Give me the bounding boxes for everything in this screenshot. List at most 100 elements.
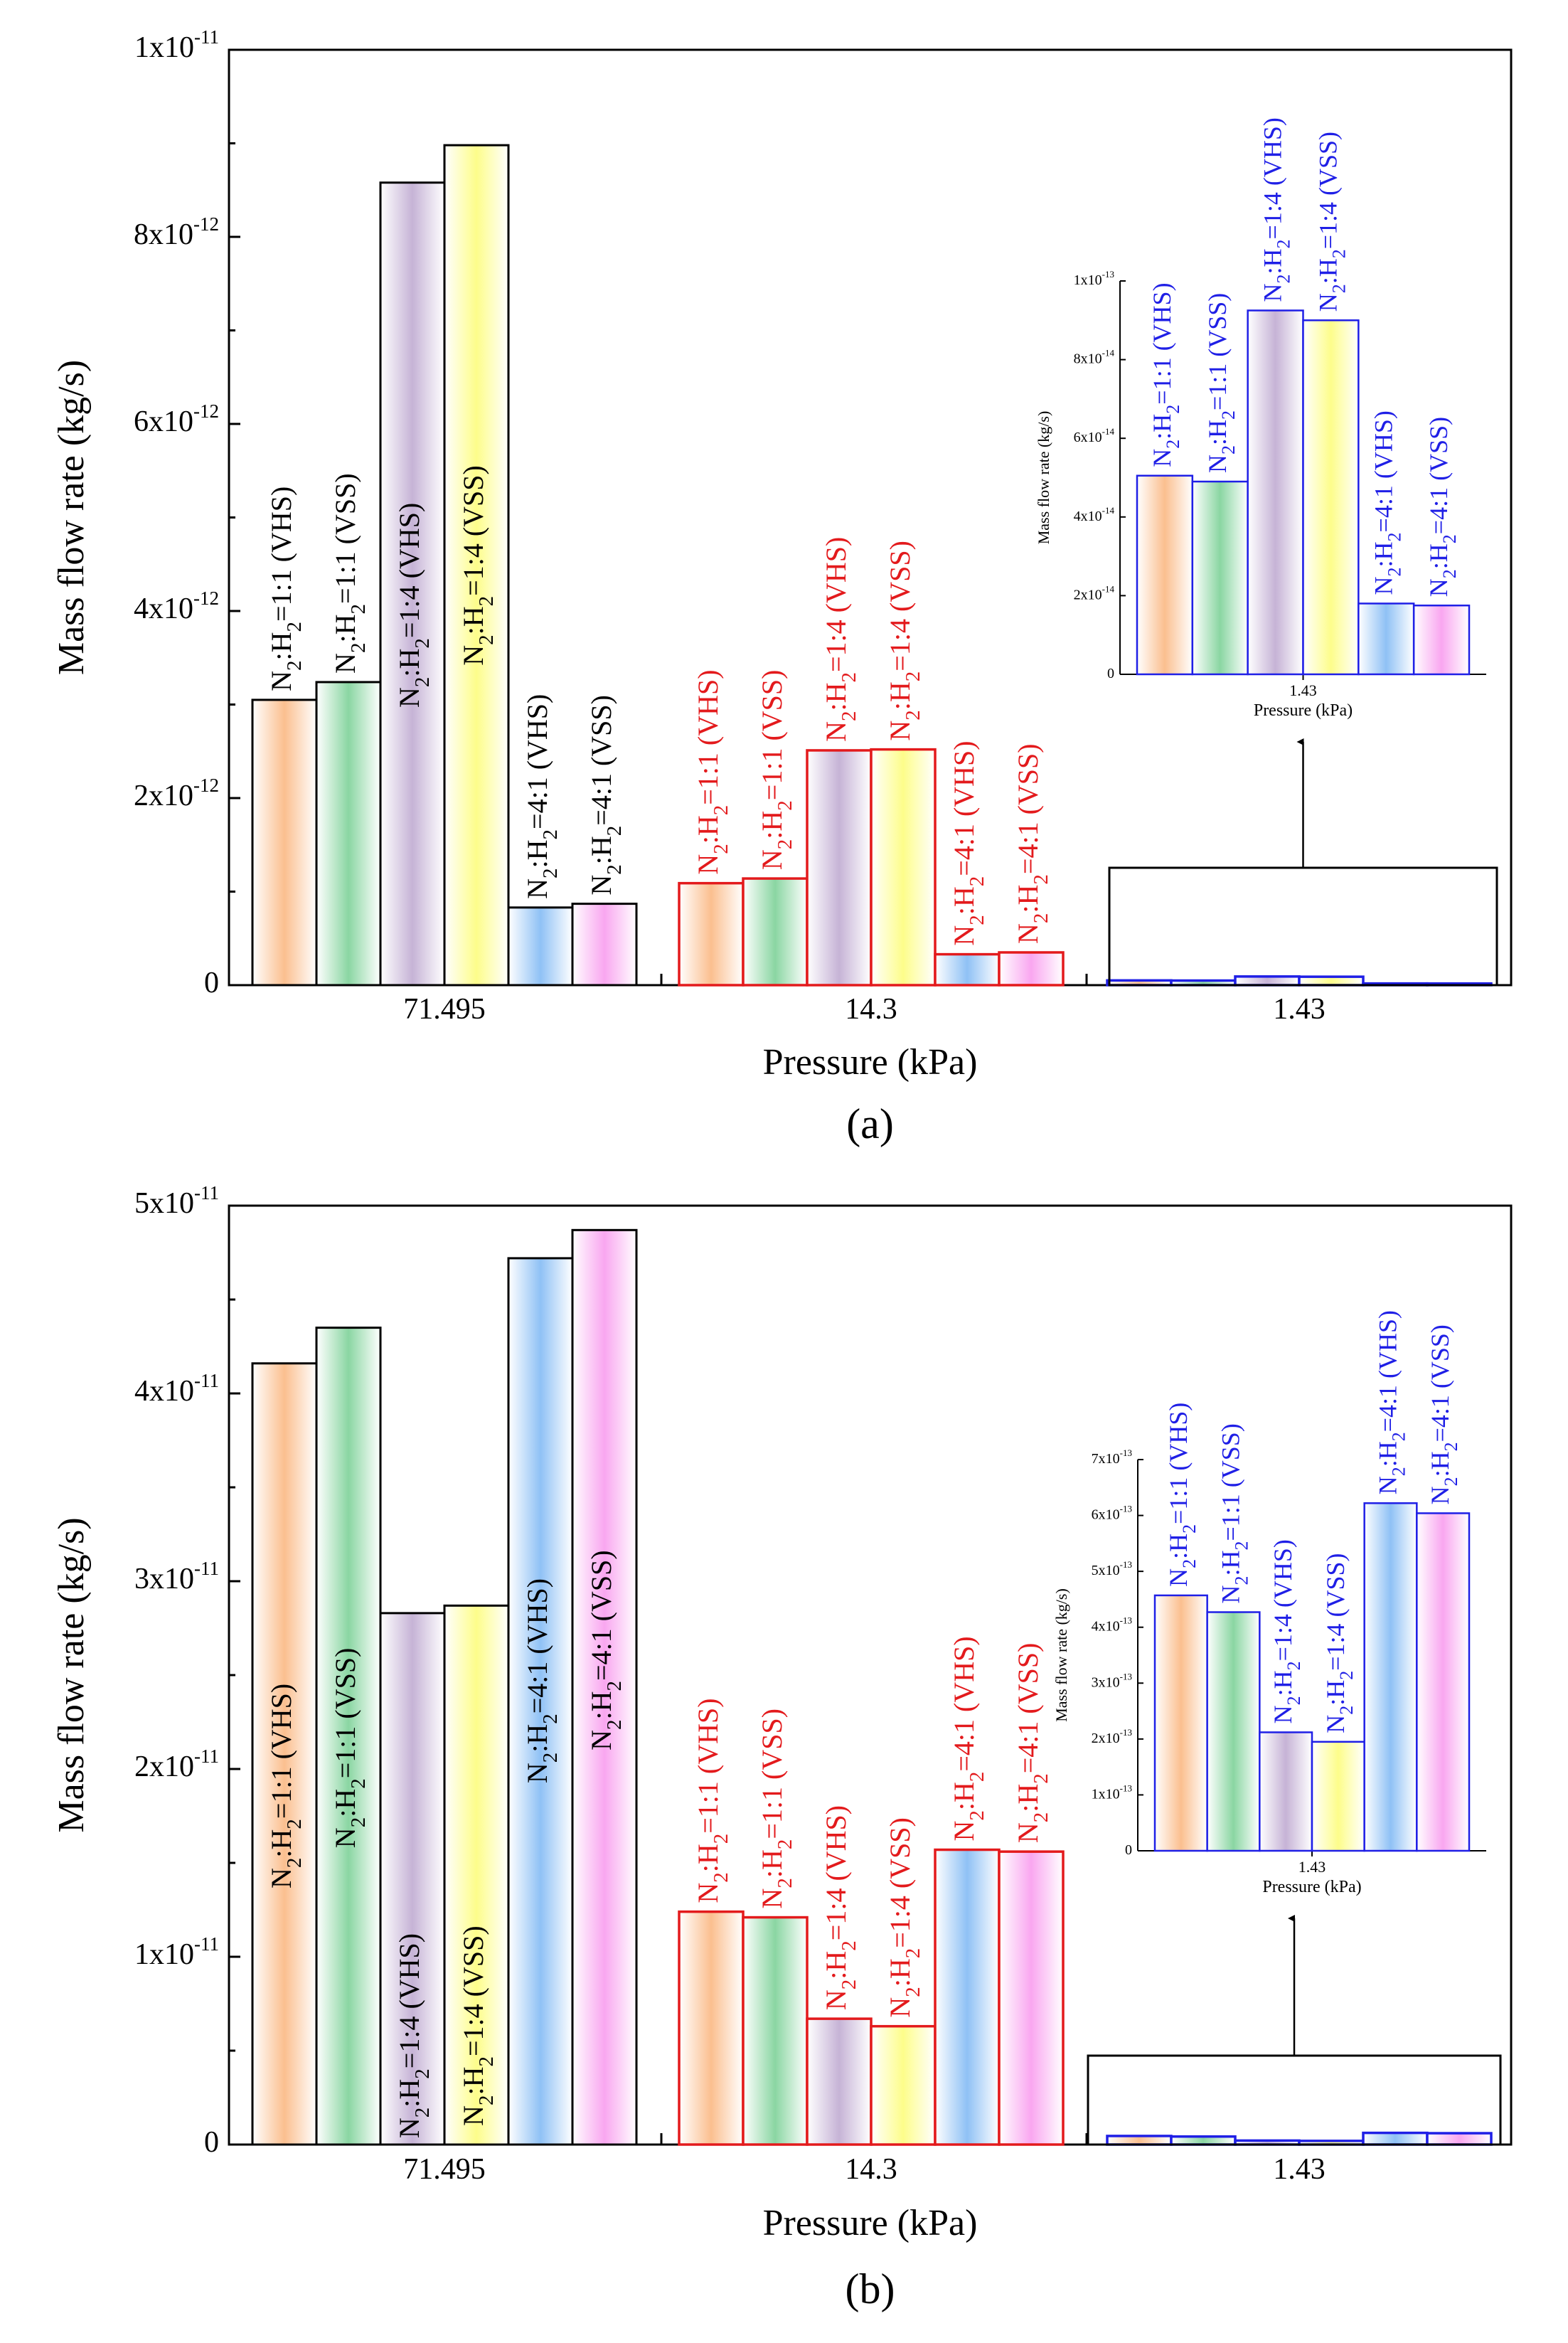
inset-y-axis-label: Mass flow rate (kg/s)	[1035, 411, 1052, 545]
group-14.3: N2:H2=1:1 (VHS) N2:H2=1:1 (VSS) N2:H2=1:4 …	[678, 1636, 1065, 2186]
bar	[315, 681, 382, 987]
bar-label: N2:H2=1:1 (VHS)	[265, 487, 305, 691]
inset-bar-label: N2:H2=1:1 (VHS)	[1164, 1403, 1200, 1587]
bar	[379, 1612, 446, 2146]
inset-y-tick-label: 0	[1107, 666, 1114, 681]
inset-y-tick-label: 3x10-13	[1092, 1672, 1132, 1690]
x-tick-label: 1.43	[1273, 993, 1326, 1026]
bar	[678, 881, 745, 987]
inset-bar	[1259, 1731, 1313, 1852]
x-tick-label: 14.3	[845, 2153, 897, 2186]
inset-y-tick-label: 6x10-13	[1092, 1504, 1132, 1522]
bar-label: N2:H2=1:4 (VSS)	[884, 1817, 924, 2018]
inset-y-tick-label: 6x10-14	[1074, 427, 1115, 445]
inset-y-axis-label: Mass flow rate (kg/s)	[1052, 1588, 1070, 1722]
panel-a: 0 2x10-12 4x10-12 6x10-12 8x10-12 1x10-11 Mass…	[51, 26, 1513, 1147]
bar	[1362, 2131, 1429, 2146]
y-tick-label: 2x10-12	[134, 775, 219, 812]
inset-bar-label: N2:H2=4:1 (VSS)	[1426, 1324, 1461, 1504]
y-tick-label: 5x10-11	[134, 1182, 219, 1219]
inset-bar-label: N2:H2=4:1 (VHS)	[1374, 1310, 1409, 1494]
zoom-box	[1108, 866, 1498, 987]
x-axis-label: Pressure (kPa)	[763, 1042, 978, 1083]
inset-bar-label: N2:H2=1:4 (VHS)	[1259, 117, 1294, 302]
y-tick-label: 4x10-11	[134, 1370, 219, 1407]
inset-bar-label: N2:H2=1:1 (VSS)	[1217, 1423, 1252, 1603]
inset: 0 1x10-13 2x10-13 3x10-13 4x10-13 5x10-13 6x10…	[1052, 1310, 1486, 1896]
bar	[443, 1604, 510, 2146]
inset-y-tick-label: 7x10-13	[1092, 1447, 1132, 1466]
bar-label: N2:H2=4:1 (VSS)	[1012, 743, 1052, 944]
bar	[806, 2017, 873, 2146]
bar	[1106, 2135, 1173, 2146]
inset-bar	[1358, 602, 1415, 676]
inset-y-tick-label: 2x10-14	[1074, 584, 1115, 602]
panel-caption: (b)	[846, 2265, 895, 2312]
y-tick-label: 8x10-12	[134, 213, 219, 250]
inset-x-tick-label: 1.43	[1289, 681, 1317, 699]
group-71.495: N2:H2=1:1 (VHS) N2:H2=1:1 (VSS) N2:H2=1:4 …	[251, 1228, 638, 2186]
bar	[678, 1910, 745, 2146]
bar-label: N2:H2=4:1 (VSS)	[585, 1550, 625, 1750]
x-tick-label: 71.495	[403, 993, 486, 1026]
x-tick-label: 1.43	[1273, 2153, 1326, 2186]
bar	[1426, 2132, 1493, 2146]
inset-bar	[1206, 1611, 1261, 1852]
bar-label: N2:H2=4:1 (VSS)	[585, 695, 625, 896]
bar-label: N2:H2=1:4 (VSS)	[457, 1925, 497, 2126]
y-tick-label: 0	[204, 2126, 219, 2159]
y-axis-label: Mass flow rate (kg/s)	[51, 1517, 92, 1832]
panel-caption: (a)	[846, 1100, 894, 1147]
bar-label: N2:H2=4:1 (VHS)	[521, 694, 561, 899]
bar	[507, 1257, 574, 2146]
bar-label: N2:H2=1:1 (VSS)	[756, 669, 796, 870]
bar	[934, 952, 1001, 987]
inset: 0 2x10-14 4x10-14 6x10-14 8x10-14 1x10-13 Mass…	[1035, 117, 1486, 720]
x-axis-label: Pressure (kPa)	[763, 2203, 978, 2243]
x-tick-label: 14.3	[845, 993, 897, 1026]
bar-label: N2:H2=4:1 (VSS)	[1012, 1643, 1052, 1844]
inset-x-axis-label: Pressure (kPa)	[1262, 1878, 1361, 1896]
bar	[1234, 975, 1301, 987]
bar	[443, 144, 510, 987]
bar	[507, 906, 574, 987]
inset-bar	[1136, 474, 1194, 676]
inset-bar	[1247, 309, 1304, 676]
bar-label: N2:H2=1:4 (VHS)	[393, 503, 433, 708]
bar	[998, 951, 1065, 987]
y-tick-label: 3x10-11	[134, 1558, 219, 1595]
inset-bar	[1311, 1741, 1365, 1852]
inset-x-axis-label: Pressure (kPa)	[1254, 701, 1353, 720]
bar	[870, 748, 937, 987]
bar-label: N2:H2=1:4 (VHS)	[820, 1805, 860, 2010]
group-1.43: 1.43	[1106, 2131, 1493, 2186]
bar	[806, 749, 873, 987]
bar	[1298, 975, 1365, 987]
bar-label: N2:H2=1:1 (VHS)	[265, 1684, 305, 1888]
inset-x-tick-label: 1.43	[1298, 1858, 1326, 1876]
bar-label: N2:H2=1:1 (VSS)	[329, 1648, 369, 1849]
bar	[742, 877, 809, 987]
bar-label: N2:H2=1:1 (VSS)	[329, 473, 369, 674]
inset-bar-label: N2:H2=1:1 (VHS)	[1148, 282, 1183, 467]
inset-y-tick-label: 4x10-13	[1092, 1615, 1132, 1634]
inset-bar-label: N2:H2=4:1 (VSS)	[1424, 417, 1460, 597]
bar-label: N2:H2=4:1 (VHS)	[521, 1578, 561, 1783]
zoom-box	[1087, 2054, 1502, 2146]
inset-y-tick-label: 8x10-14	[1074, 348, 1115, 366]
inset-bar	[1363, 1502, 1418, 1852]
inset-bar-label: N2:H2=1:1 (VSS)	[1203, 293, 1239, 473]
bar-label: N2:H2=1:1 (VHS)	[692, 669, 732, 874]
bar-label: N2:H2=1:4 (VHS)	[820, 537, 860, 742]
bar-label: N2:H2=1:4 (VSS)	[884, 541, 924, 741]
bar	[571, 903, 638, 987]
bar	[998, 1850, 1065, 2146]
y-tick-label: 6x10-12	[134, 400, 219, 437]
inset-y-tick-label: 2x10-13	[1092, 1727, 1132, 1746]
bar	[1170, 2135, 1237, 2146]
inset-bar-label: N2:H2=1:4 (VSS)	[1321, 1553, 1357, 1733]
panel-b: 0 1x10-11 2x10-11 3x10-11 4x10-11 5x10-11 Mass…	[51, 1182, 1513, 2312]
x-tick-label: 71.495	[403, 2153, 486, 2186]
bar	[870, 2024, 937, 2146]
